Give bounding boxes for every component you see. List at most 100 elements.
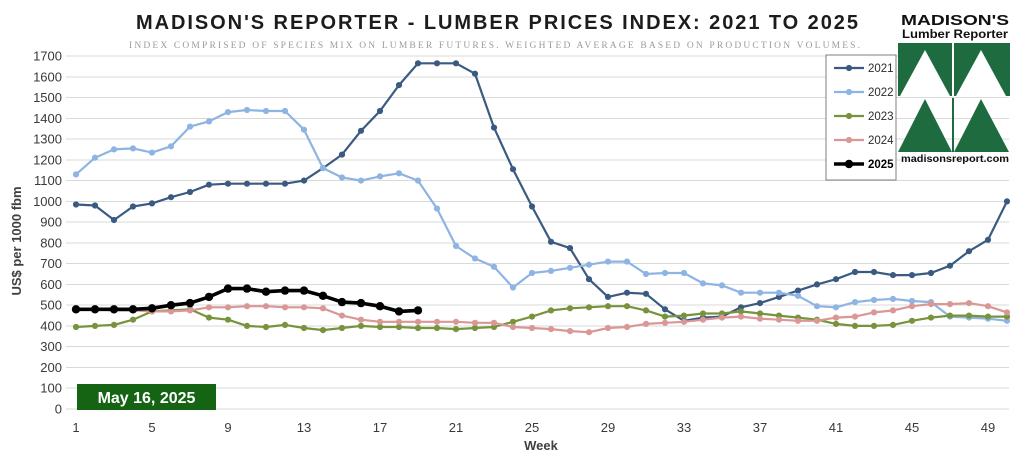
x-axis-ticks: 1 5 9 13 17 21 25 29 33 37 41 45 49 (72, 420, 995, 435)
data-point-2021 (528, 203, 536, 210)
data-point-2022 (471, 255, 479, 262)
logo-tagline: Lumber Reporter (902, 27, 1008, 41)
data-point-2021 (870, 268, 878, 276)
data-point-2022 (623, 258, 631, 265)
data-point-2023 (262, 323, 270, 331)
data-point-2021 (433, 60, 441, 67)
data-point-2021 (224, 180, 232, 187)
data-point-2024 (433, 318, 441, 325)
data-point-2021 (794, 287, 802, 294)
data-point-2021 (585, 276, 593, 283)
data-point-2022 (813, 303, 821, 310)
data-point-2025 (280, 286, 290, 295)
legend-item-2025: 2025 (834, 159, 894, 171)
y-axis-label: US$ per 1000 fbm (9, 186, 24, 295)
data-point-2024 (281, 304, 289, 311)
data-point-2021 (186, 188, 194, 196)
y-tick-label: 200 (40, 360, 62, 375)
data-point-2023 (870, 322, 878, 329)
data-point-2024 (395, 318, 403, 325)
tree-mark-icon (898, 43, 1010, 152)
data-point-2021 (547, 238, 555, 245)
data-point-2022 (414, 177, 422, 184)
data-point-2025 (204, 292, 214, 302)
data-point-2021 (338, 151, 346, 158)
data-point-2024 (737, 313, 745, 320)
y-tick-label: 800 (40, 235, 62, 250)
data-point-2021 (756, 300, 764, 307)
data-point-2023 (72, 323, 80, 331)
data-point-2022 (775, 289, 783, 296)
data-point-2023 (585, 304, 593, 311)
data-point-2025 (356, 298, 366, 308)
data-point-2025 (394, 307, 404, 316)
data-point-2025 (223, 284, 233, 293)
data-point-2024 (642, 320, 650, 327)
plot-area (71, 60, 1011, 336)
date-badge-label: May 16, 2025 (98, 390, 196, 407)
data-point-2022 (547, 267, 555, 274)
y-tick-label: 500 (40, 298, 62, 313)
x-tick-label: 17 (373, 420, 387, 435)
x-tick-label: 37 (753, 420, 767, 435)
data-point-2024 (471, 319, 479, 326)
x-tick-label: 5 (148, 420, 155, 435)
data-point-2022 (889, 295, 897, 302)
data-point-2023 (566, 305, 574, 312)
data-point-2024 (414, 318, 422, 325)
data-point-2024 (186, 307, 194, 314)
data-point-2025 (185, 298, 195, 308)
data-point-2024 (319, 305, 327, 312)
data-point-2021 (281, 180, 289, 187)
legend-swatch-marker (845, 136, 853, 144)
data-point-2024 (243, 303, 251, 310)
data-point-2024 (756, 315, 764, 322)
data-point-2025 (375, 302, 385, 311)
data-point-2022 (851, 299, 859, 306)
logo-website: madisonsreport.com (901, 154, 1009, 165)
data-point-2024 (604, 324, 612, 332)
data-point-2022 (148, 149, 156, 156)
data-point-2022 (281, 107, 289, 115)
data-point-2025 (90, 305, 100, 314)
data-point-2022 (110, 146, 118, 153)
data-point-2022 (756, 289, 764, 296)
data-point-2022 (300, 126, 308, 133)
data-point-2022 (72, 171, 80, 178)
y-tick-label: 100 (40, 381, 62, 396)
legend-item-2021: 2021 (834, 63, 894, 75)
y-tick-label: 1000 (33, 194, 62, 209)
data-point-2024 (509, 323, 517, 331)
data-point-2024 (262, 303, 270, 310)
data-point-2021 (110, 216, 118, 224)
y-axis-ticks: 0 100 200 300 400 500 600 700 800 900 1000 1100 1200… (33, 49, 62, 417)
y-tick-label: 1700 (33, 49, 62, 64)
data-point-2021 (452, 60, 460, 67)
data-point-2023 (300, 324, 308, 332)
data-point-2024 (357, 316, 365, 323)
data-point-2022 (794, 292, 802, 299)
data-point-2023 (946, 312, 954, 319)
data-point-2022 (908, 297, 916, 305)
legend-item-2023: 2023 (834, 111, 894, 123)
data-point-2021 (908, 272, 916, 279)
data-point-2021 (566, 245, 574, 252)
data-point-2022 (528, 269, 536, 277)
series-2021 (72, 60, 1011, 324)
x-tick-label: 25 (525, 420, 539, 435)
x-tick-label: 49 (981, 420, 995, 435)
data-point-2023 (433, 324, 441, 332)
data-point-2024 (775, 316, 783, 323)
series-line-2024 (76, 302, 1008, 334)
data-point-2021 (661, 306, 669, 313)
data-point-2024 (490, 319, 498, 326)
data-point-2025 (261, 287, 271, 296)
data-point-2022 (91, 154, 99, 161)
data-point-2023 (756, 310, 764, 317)
data-point-2024 (661, 319, 669, 326)
data-point-2023 (984, 313, 992, 320)
data-point-2025 (299, 286, 309, 295)
series-line-2022 (75, 108, 1008, 322)
data-point-2024 (1003, 309, 1011, 316)
data-point-2022 (186, 123, 194, 130)
